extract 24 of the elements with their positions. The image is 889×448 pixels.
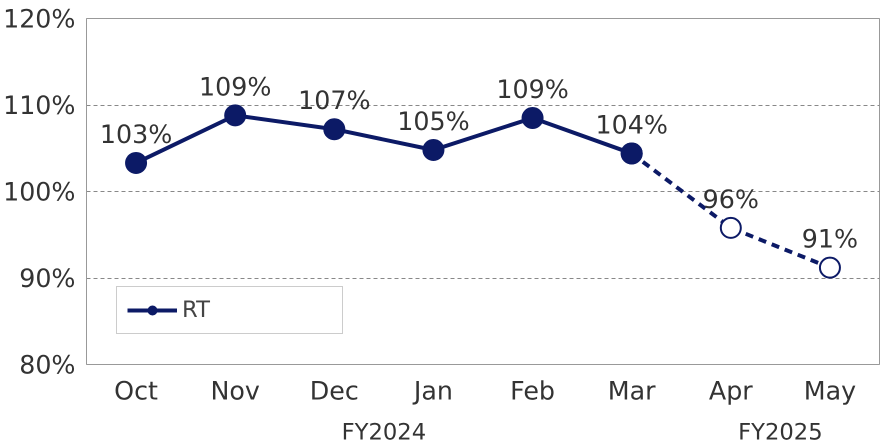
x-tick-label: May xyxy=(804,376,856,406)
y-tick-label: 120% xyxy=(3,4,76,34)
x-tick-label: Jan xyxy=(412,376,453,406)
data-label: 91% xyxy=(802,224,858,254)
data-label: 105% xyxy=(397,106,470,136)
x-tick-label: Mar xyxy=(608,376,656,406)
y-tick-label: 90% xyxy=(19,263,76,293)
x-tick-label: Dec xyxy=(310,376,359,406)
y-tick-label: 80% xyxy=(19,350,76,380)
text: FY2024 xyxy=(342,420,426,446)
data-label: 107% xyxy=(298,85,371,116)
data-label: 109% xyxy=(496,74,569,104)
x-tick-label: Apr xyxy=(708,376,754,406)
y-tick-label: 110% xyxy=(3,90,76,120)
x-tick-label: Feb xyxy=(510,376,555,406)
data-label: 109% xyxy=(198,71,272,102)
y-tick-label: 100% xyxy=(3,176,76,206)
data-label: 96% xyxy=(702,184,759,214)
x-tick-label: Nov xyxy=(210,376,260,406)
x-tick-label: Oct xyxy=(114,376,158,406)
text: FY2025 xyxy=(738,420,823,446)
data-label: 103% xyxy=(100,118,172,149)
data-label: 104% xyxy=(595,109,668,140)
legend-label: RT xyxy=(182,297,211,323)
